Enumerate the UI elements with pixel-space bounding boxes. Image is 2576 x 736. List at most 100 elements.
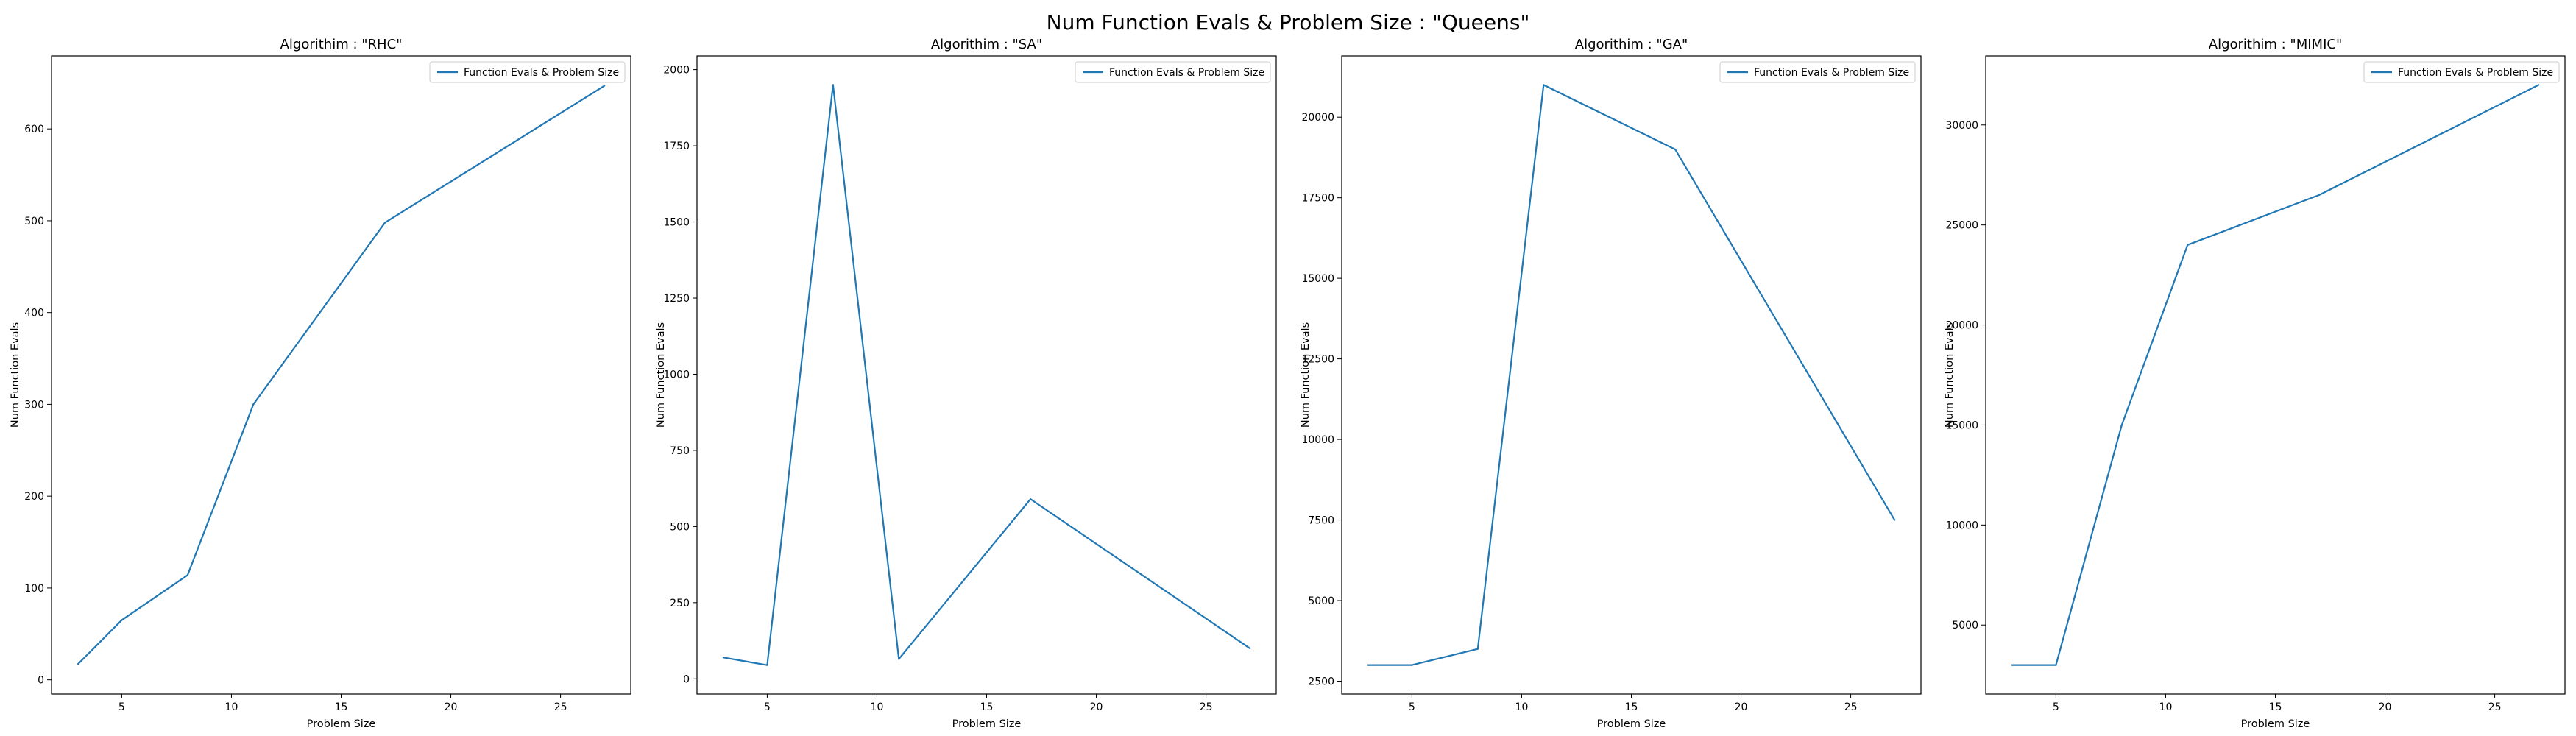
y-tick-label: 7500 bbox=[1308, 515, 1334, 527]
subplot-4: Algorithim : "MIMIC" 5 10 15 20 25 5000 10000 15… bbox=[1944, 37, 2566, 730]
subplot-title: Algorithim : "RHC" bbox=[280, 37, 403, 52]
y-tick-label: 500 bbox=[670, 521, 690, 533]
axes-layer: Algorithim : "RHC"5 10 15 20 250100200300400… bbox=[10, 37, 2566, 730]
legend-label: Function Evals & Problem Size bbox=[2398, 67, 2553, 79]
data-point bbox=[2318, 194, 2321, 196]
series-line bbox=[1367, 84, 1896, 666]
x-tick-label: 5 bbox=[764, 701, 771, 713]
y-tick-label: 20000 bbox=[1945, 320, 1978, 332]
x-tick-label: 5 bbox=[1409, 701, 1415, 713]
x-axis-label: Problem Size bbox=[2241, 718, 2310, 730]
y-tick-label: 12500 bbox=[1301, 354, 1334, 366]
x-tick-label: 15 bbox=[1625, 701, 1638, 713]
data-point bbox=[1476, 648, 1479, 650]
x-tick-label: 10 bbox=[225, 701, 238, 713]
legend: Function Evals & Problem Size bbox=[2363, 61, 2560, 83]
y-tick-label: 10000 bbox=[1301, 434, 1334, 446]
y-tick-label: 300 bbox=[24, 399, 44, 411]
legend: Function Evals & Problem Size bbox=[1075, 61, 1271, 83]
subplot-3: Algorithim : "GA" 5 10 15 20 25 2500 5000 7500 10… bbox=[1300, 37, 1922, 730]
y-tick-label: 2000 bbox=[663, 65, 690, 77]
data-point bbox=[252, 403, 255, 406]
data-point bbox=[1367, 664, 1369, 666]
x-tick-label: 20 bbox=[1735, 701, 1748, 713]
legend-box bbox=[1719, 61, 1916, 83]
y-tick-label: 1500 bbox=[663, 217, 690, 229]
legend-label: Function Evals & Problem Size bbox=[1109, 67, 1264, 79]
data-point bbox=[2538, 84, 2540, 86]
x-tick-label: 25 bbox=[1200, 701, 1213, 713]
x-tick-label: 5 bbox=[2053, 701, 2059, 713]
y-axis-label: Num Function Evals bbox=[655, 322, 667, 428]
x-tick-label: 5 bbox=[118, 701, 125, 713]
y-tick-label: 500 bbox=[24, 216, 44, 227]
subplot-2: Algorithim : "SA"5 10 15 20 2502505007501000… bbox=[655, 37, 1277, 730]
y-tick-label: 100 bbox=[24, 583, 44, 595]
x-tick-label: 10 bbox=[2159, 701, 2173, 713]
y-tick-label: 5000 bbox=[1952, 620, 1978, 631]
subplot-title: Algorithim : "GA" bbox=[1575, 37, 1688, 52]
x-tick-label: 20 bbox=[1090, 701, 1103, 713]
x-tick-label: 20 bbox=[445, 701, 458, 713]
y-tick-label: 15000 bbox=[1945, 420, 1978, 431]
data-point bbox=[1543, 84, 1545, 86]
y-tick-label: 1000 bbox=[663, 369, 690, 381]
data-point bbox=[77, 663, 79, 665]
legend: Function Evals & Problem Size bbox=[429, 61, 626, 83]
y-tick-label: 20000 bbox=[1301, 112, 1334, 124]
y-tick-label: 600 bbox=[24, 124, 44, 135]
y-tick-label: 0 bbox=[683, 673, 690, 685]
y-tick-label: 30000 bbox=[1945, 120, 1978, 132]
series-line bbox=[723, 84, 1250, 666]
data-point bbox=[2120, 424, 2123, 426]
y-tick-label: 1250 bbox=[663, 293, 690, 305]
y-tick-label: 750 bbox=[670, 445, 690, 457]
x-axis-label: Problem Size bbox=[307, 718, 376, 730]
legend-label: Function Evals & Problem Size bbox=[1754, 67, 1909, 79]
x-tick-label: 15 bbox=[335, 701, 348, 713]
y-tick-label: 2500 bbox=[1308, 676, 1334, 687]
y-tick-label: 1750 bbox=[663, 141, 690, 152]
data-point bbox=[1411, 664, 1413, 666]
data-point bbox=[2187, 244, 2189, 246]
y-axis-label: Num Function Evals bbox=[1944, 322, 1956, 428]
x-tick-label: 15 bbox=[2269, 701, 2282, 713]
y-tick-label: 15000 bbox=[1301, 273, 1334, 285]
data-point bbox=[186, 574, 188, 576]
y-axis-label: Num Function Evals bbox=[1300, 322, 1312, 428]
series-line bbox=[2011, 84, 2539, 666]
y-tick-label: 10000 bbox=[1945, 520, 1978, 531]
x-tick-label: 25 bbox=[1844, 701, 1858, 713]
x-tick-label: 10 bbox=[871, 701, 884, 713]
legend-label: Function Evals & Problem Size bbox=[464, 67, 619, 79]
legend-box bbox=[429, 61, 626, 83]
y-tick-label: 0 bbox=[38, 675, 44, 687]
y-tick-label: 5000 bbox=[1308, 595, 1334, 607]
x-tick-label: 20 bbox=[2379, 701, 2392, 713]
data-point bbox=[1249, 647, 1251, 650]
subplot-1: Algorithim : "RHC" 5 10 15 20 25 0 100 200 300 400… bbox=[10, 37, 631, 730]
subplot-title: Algorithim : "MIMIC" bbox=[2209, 37, 2342, 52]
data-point bbox=[1030, 498, 1032, 500]
legend: Function Evals & Problem Size bbox=[1719, 61, 1916, 83]
x-tick-label: 25 bbox=[554, 701, 567, 713]
legend-box bbox=[1075, 61, 1271, 83]
data-point bbox=[832, 84, 834, 86]
y-tick-label: 25000 bbox=[1945, 220, 1978, 232]
series-line bbox=[77, 85, 605, 665]
y-axis-label: Num Function Evals bbox=[10, 322, 21, 428]
data-point bbox=[766, 664, 768, 666]
data-point bbox=[898, 658, 900, 660]
y-tick-label: 200 bbox=[24, 491, 44, 503]
data-point bbox=[384, 222, 386, 224]
data-point bbox=[604, 85, 606, 87]
x-tick-label: 15 bbox=[980, 701, 994, 713]
x-axis-label: Problem Size bbox=[952, 718, 1022, 730]
data-point bbox=[121, 619, 123, 621]
legend-box bbox=[2363, 61, 2560, 83]
x-tick-label: 10 bbox=[1515, 701, 1529, 713]
data-point bbox=[1894, 519, 1896, 521]
data-point bbox=[2055, 664, 2057, 666]
